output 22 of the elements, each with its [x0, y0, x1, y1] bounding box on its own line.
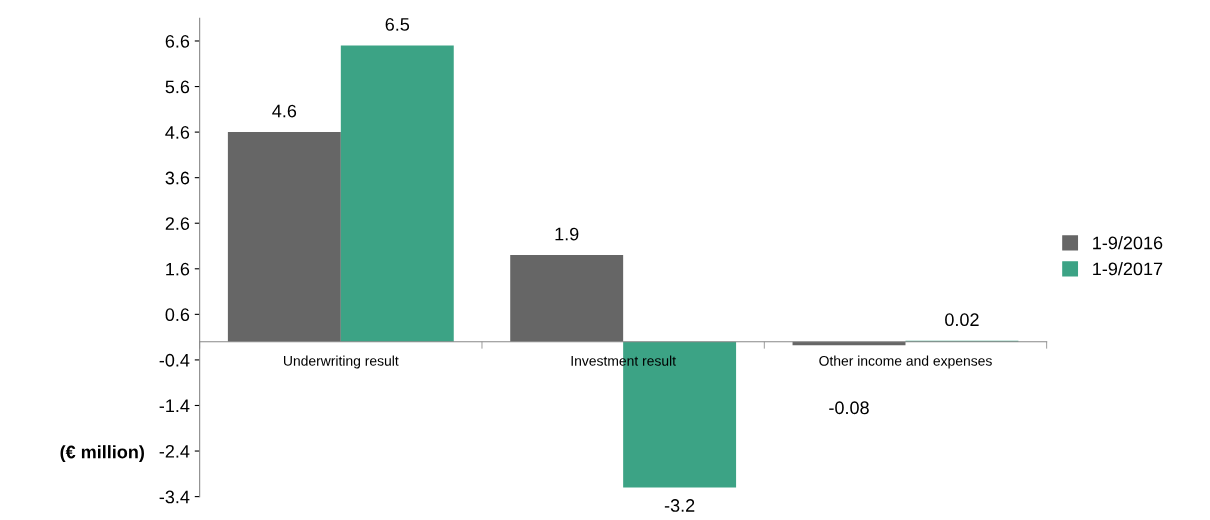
y-tick-label: 3.6 [165, 171, 190, 185]
y-tick-label: -1.4 [159, 399, 190, 413]
y-tick-label: -0.4 [159, 353, 190, 367]
y-tick-label: 2.6 [165, 217, 190, 230]
x-tick-label: Underwriting result [284, 355, 399, 369]
y-axis-title: (€ million) [60, 445, 144, 462]
y-tick-label: 6.6 [165, 34, 190, 48]
y-tick-label: 5.6 [165, 80, 190, 94]
y-tick-label: 4.6 [165, 126, 190, 139]
data-label: 1.9 [555, 227, 579, 241]
data-label: -0.08 [829, 401, 869, 415]
y-tick-label: 1.6 [166, 262, 190, 276]
y-tick-label: 0.6 [165, 308, 190, 322]
data-label: -3.2 [664, 499, 695, 512]
data-label: 6.5 [385, 18, 410, 31]
data-label: 4.6 [272, 104, 297, 118]
legend-label: 1-9/2017 [1093, 262, 1163, 276]
legend-label: 1-9/2016 [1093, 236, 1163, 250]
data-label: 0.02 [945, 313, 979, 327]
x-tick-label: Other income and expenses [819, 355, 992, 369]
y-tick-label: -2.4 [159, 444, 190, 458]
y-tick-label: -3.4 [159, 490, 190, 504]
